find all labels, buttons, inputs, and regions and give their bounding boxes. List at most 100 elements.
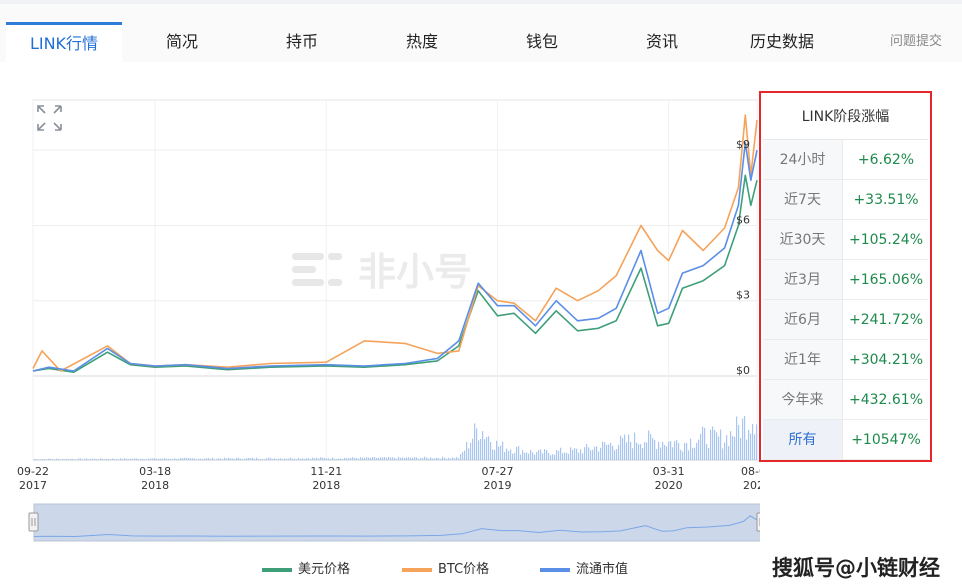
volume-bar xyxy=(496,440,498,460)
volume-bar xyxy=(308,458,310,460)
stage-period-label: 24小时 xyxy=(763,140,843,179)
volume-bar xyxy=(370,458,372,460)
volume-bar xyxy=(468,448,470,460)
volume-bar xyxy=(680,449,682,460)
volume-bar xyxy=(372,456,374,460)
tab-holders[interactable]: 持币 xyxy=(285,32,318,51)
volume-bar xyxy=(476,428,478,460)
volume-bar xyxy=(724,442,726,460)
series-line-流通市值 xyxy=(32,141,758,372)
volume-bar xyxy=(348,458,350,460)
volume-bar xyxy=(422,457,424,460)
volume-bar xyxy=(200,458,202,460)
volume-bar xyxy=(486,436,488,460)
navigator-right-handle[interactable] xyxy=(756,512,760,532)
volume-bar xyxy=(376,458,378,460)
volume-bar xyxy=(578,452,580,460)
tab-overview[interactable]: 简况 xyxy=(165,32,198,51)
volume-bar xyxy=(52,459,54,460)
volume-bar xyxy=(316,457,318,460)
volume-bar xyxy=(324,457,326,460)
legend-swatch xyxy=(262,567,292,572)
volume-bar xyxy=(40,459,42,460)
volume-bar xyxy=(246,458,248,460)
volume-bar xyxy=(462,451,464,460)
tab-heat[interactable]: 热度 xyxy=(405,32,438,51)
volume-bar xyxy=(352,457,354,460)
y-tick-label: $3 xyxy=(736,289,750,302)
tab-history[interactable]: 历史数据 xyxy=(749,32,814,51)
volume-bar xyxy=(362,457,364,460)
volume-bar xyxy=(104,459,106,460)
volume-bar xyxy=(646,442,648,460)
volume-bar xyxy=(198,458,200,460)
volume-bar xyxy=(262,458,264,460)
tab-wallet[interactable]: 钱包 xyxy=(525,32,558,51)
stage-change-value: +241.72% xyxy=(848,312,924,328)
volume-bar xyxy=(248,458,250,460)
volume-bar xyxy=(648,430,650,460)
tab-news[interactable]: 资讯 xyxy=(645,32,678,51)
volume-bar xyxy=(504,451,506,460)
volume-bar xyxy=(704,427,706,460)
fullscreen-icon[interactable] xyxy=(37,105,62,131)
volume-bar xyxy=(300,458,302,460)
legend-item-marketcap[interactable]: 流通市值 xyxy=(540,558,628,577)
report-issue-link[interactable]: 问题提交 xyxy=(889,34,942,49)
volume-bar xyxy=(400,457,402,460)
volume-bar xyxy=(230,458,232,460)
volume-bar xyxy=(192,458,194,460)
volume-bar xyxy=(298,457,300,460)
volume-bar xyxy=(734,436,736,460)
volume-bar xyxy=(220,458,222,460)
volume-bar xyxy=(156,458,158,460)
volume-bar xyxy=(488,436,490,460)
volume-bar xyxy=(38,459,40,460)
volume-bar xyxy=(368,457,370,460)
volume-bar xyxy=(236,457,238,460)
plot-area xyxy=(32,99,758,461)
volume-bar xyxy=(534,454,536,460)
volume-bar xyxy=(278,458,280,460)
volume-bar xyxy=(240,458,242,460)
volume-bar xyxy=(146,459,148,460)
legend-item-btc[interactable]: BTC价格 xyxy=(402,558,489,577)
y-axis-ticks: $0 $3 $6 $9 xyxy=(736,138,750,377)
volume-bar xyxy=(216,458,218,460)
volume-bar xyxy=(60,459,62,460)
tab-link-market[interactable]: LINK行情 xyxy=(6,22,122,62)
volume-bar xyxy=(634,432,636,460)
volume-bar xyxy=(548,452,550,460)
volume-bar xyxy=(190,458,192,460)
volume-bar xyxy=(686,442,688,460)
volume-bar xyxy=(244,458,246,460)
volume-bar xyxy=(204,458,206,460)
volume-bar xyxy=(320,457,322,460)
stage-row: 近3月 +165.06% xyxy=(763,260,928,300)
volume-bar xyxy=(142,458,144,460)
navigator-left-handle[interactable] xyxy=(28,512,39,532)
volume-bar xyxy=(360,457,362,460)
volume-bar xyxy=(690,438,692,460)
volume-bar xyxy=(484,439,486,460)
range-navigator[interactable] xyxy=(28,503,760,542)
volume-bar xyxy=(652,438,654,460)
volume-bar xyxy=(750,433,752,460)
legend-swatch xyxy=(540,567,570,572)
legend-label: 美元价格 xyxy=(298,562,351,577)
volume-bar xyxy=(292,458,294,460)
volume-bar xyxy=(394,457,396,460)
volume-bar xyxy=(508,451,510,460)
volume-bar xyxy=(500,445,502,460)
volume-bar xyxy=(564,452,566,460)
legend-item-usd[interactable]: 美元价格 xyxy=(262,558,351,577)
volume-bar xyxy=(264,459,266,460)
volume-bar xyxy=(36,458,38,460)
volume-bar xyxy=(670,441,672,460)
volume-bar xyxy=(158,458,160,460)
volume-bar xyxy=(642,448,644,460)
volume-bar xyxy=(286,458,288,460)
volume-bar xyxy=(544,449,546,460)
volume-bar xyxy=(88,459,90,460)
volume-bar xyxy=(640,444,642,460)
